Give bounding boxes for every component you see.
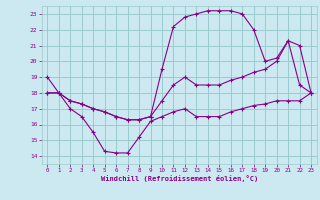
X-axis label: Windchill (Refroidissement éolien,°C): Windchill (Refroidissement éolien,°C): [100, 175, 258, 182]
